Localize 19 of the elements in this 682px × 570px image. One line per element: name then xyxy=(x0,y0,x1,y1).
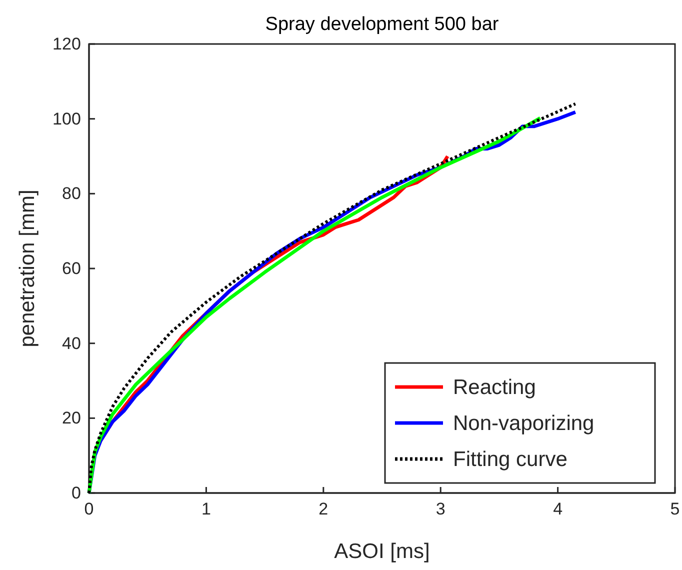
legend-label: Reacting xyxy=(453,376,536,399)
x-tick-label: 4 xyxy=(553,500,563,519)
y-tick-label: 0 xyxy=(71,483,81,502)
y-tick-label: 60 xyxy=(62,258,81,278)
y-tick-label: 100 xyxy=(52,109,81,128)
y-tick-label: 40 xyxy=(62,334,81,353)
x-tick-label: 1 xyxy=(201,500,211,519)
chart-title: Spray development 500 bar xyxy=(265,14,500,35)
y-tick-label: 120 xyxy=(52,34,81,54)
x-axis-title: ASOI [ms] xyxy=(334,540,430,563)
legend-label: Fitting curve xyxy=(453,448,568,471)
legend-label: Non-vaporizing xyxy=(453,412,594,435)
y-tick-label: 80 xyxy=(62,184,81,204)
x-tick-label: 0 xyxy=(84,500,94,519)
x-tick-label: 3 xyxy=(436,500,446,519)
y-tick-label: 20 xyxy=(62,408,81,428)
x-tick-label: 2 xyxy=(318,500,328,519)
y-axis-title: penetration [mm] xyxy=(16,190,39,348)
x-tick-label: 5 xyxy=(670,500,680,519)
